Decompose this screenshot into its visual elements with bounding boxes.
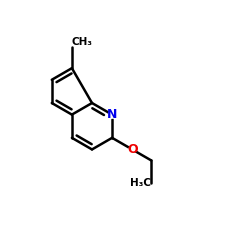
- Text: O: O: [127, 143, 138, 156]
- Text: CH₃: CH₃: [72, 37, 93, 47]
- Circle shape: [129, 146, 136, 152]
- Text: N: N: [107, 108, 117, 121]
- Circle shape: [109, 111, 116, 118]
- Text: H₃C: H₃C: [130, 178, 151, 188]
